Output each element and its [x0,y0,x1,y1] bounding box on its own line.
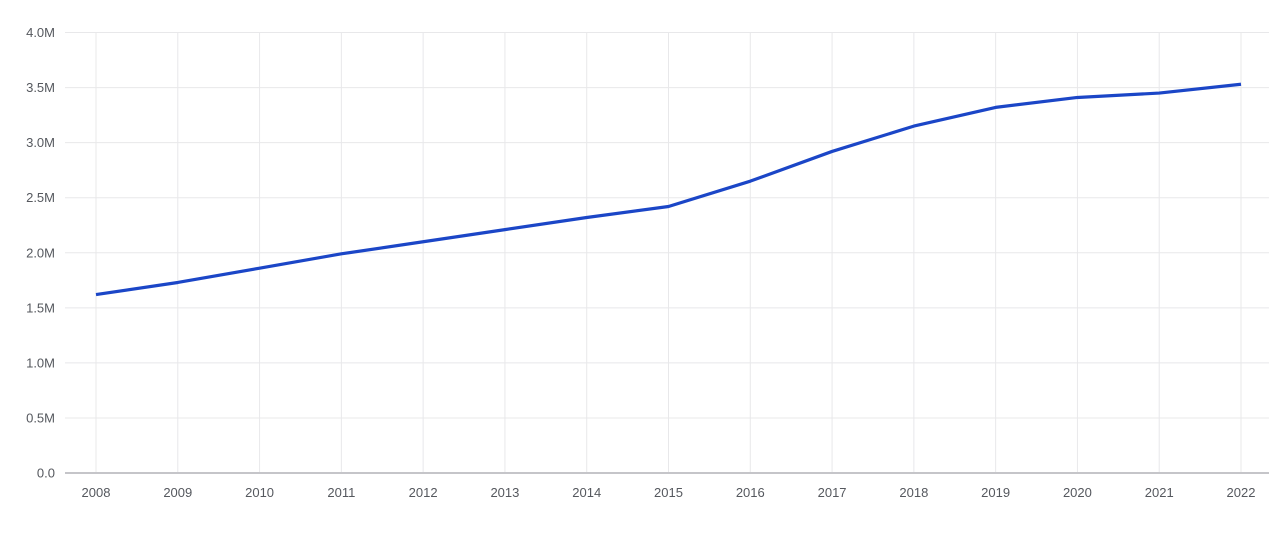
x-tick-label: 2022 [1227,485,1256,500]
y-tick-label: 4.0M [26,25,55,40]
y-tick-label: 1.5M [26,300,55,315]
y-tick-label: 3.0M [26,135,55,150]
y-gridlines [65,32,1269,419]
x-tick-label: 2019 [981,485,1010,500]
x-axis-labels: 2008 2009 2010 2011 2012 2013 2014 2015 2016 2017… [82,485,1256,500]
x-tick-label: 2011 [327,485,355,500]
x-tick-label: 2016 [736,485,765,500]
data-series-line [95,82,1242,297]
x-tick-label: 2018 [899,485,928,500]
x-tick-label: 2017 [818,485,847,500]
y-tick-label: 2.0M [26,245,55,260]
x-tick-label: 2014 [572,485,601,500]
x-tick-label: 2008 [82,485,111,500]
y-tick-label: 2.5M [26,190,55,205]
y-axis-labels: 0.0 0.5M 1.0M 1.5M 2.0M 2.5M 3.0M 3.5M 4.0M [26,25,55,481]
x-tick-label: 2009 [163,485,192,500]
x-tick-label: 2020 [1063,485,1092,500]
y-tick-label: 3.5M [26,80,55,95]
x-tick-label: 2021 [1145,485,1174,500]
y-tick-label: 1.0M [26,355,55,370]
data-series [95,82,1242,297]
x-tick-label: 2015 [654,485,683,500]
y-tick-label: 0.0 [37,466,55,481]
y-tick-label: 0.5M [26,410,55,425]
x-tick-label: 2013 [490,485,519,500]
x-tick-label: 2010 [245,485,274,500]
x-tick-label: 2012 [409,485,438,500]
